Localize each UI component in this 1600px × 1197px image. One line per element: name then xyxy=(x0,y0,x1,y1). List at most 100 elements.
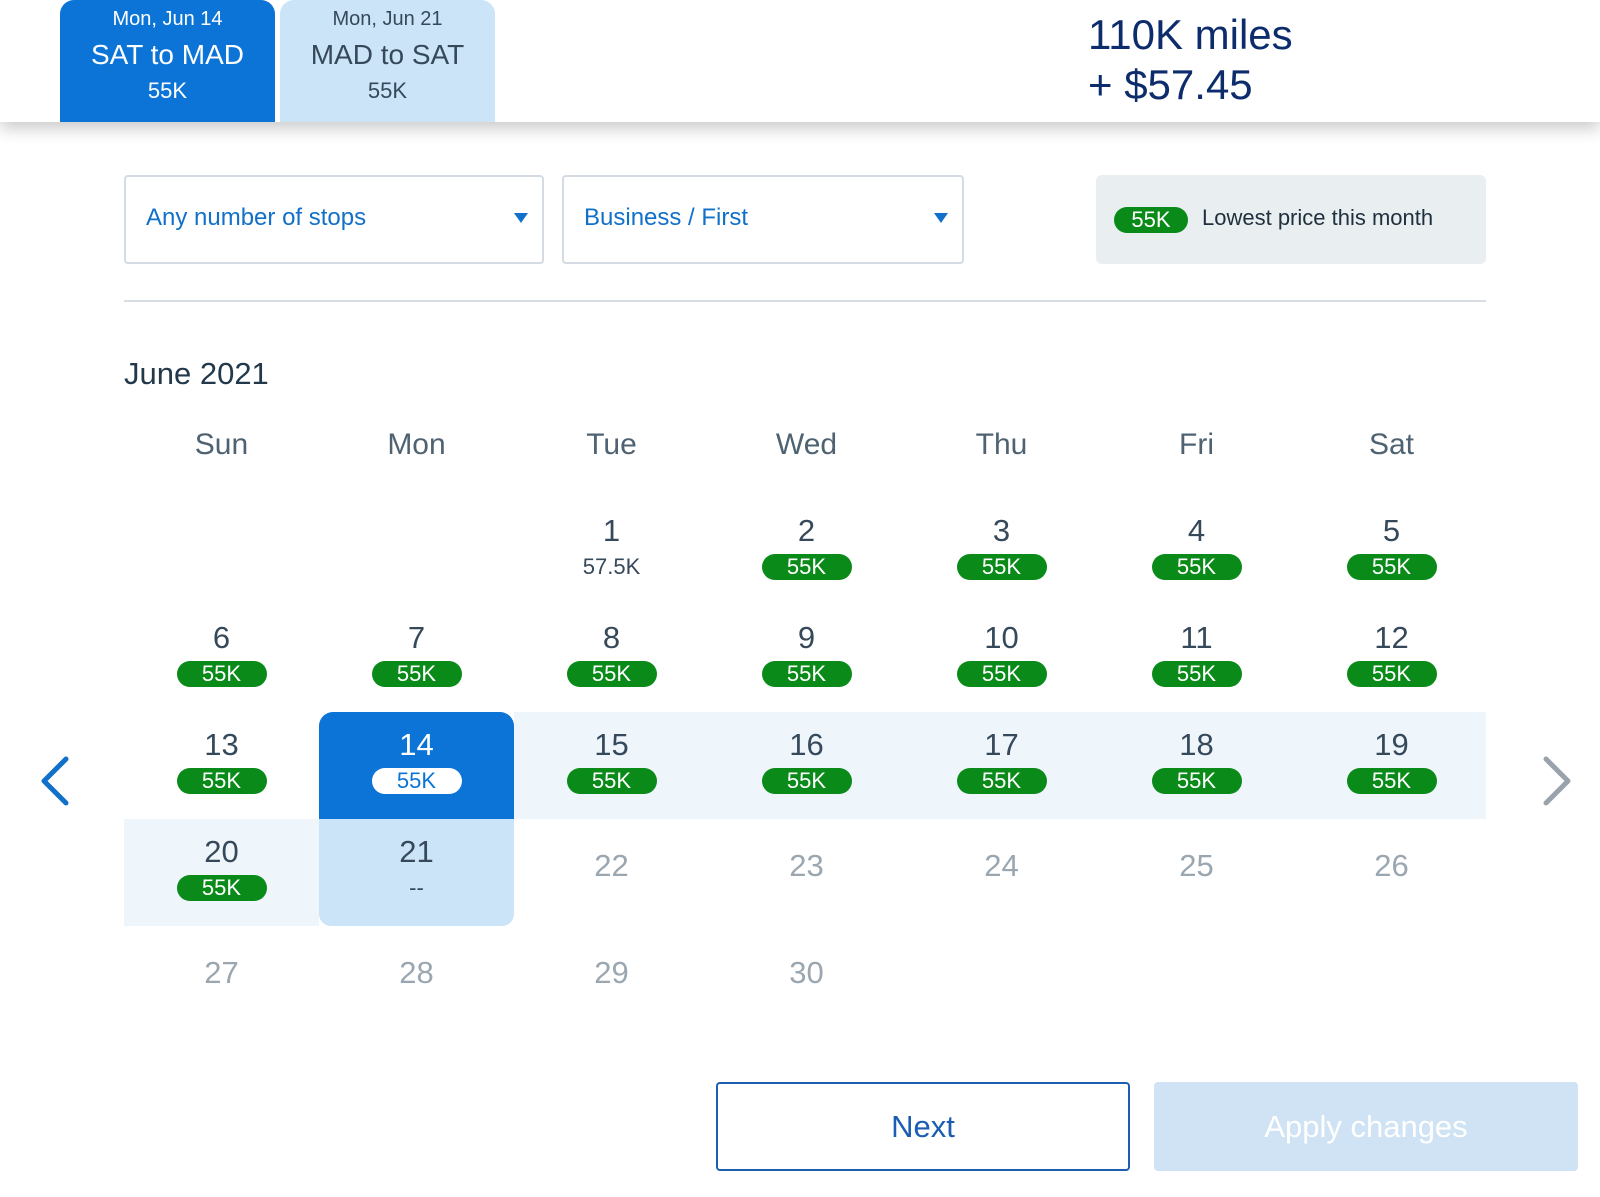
caret-down-icon xyxy=(514,213,528,223)
weekday-label: Mon xyxy=(387,428,446,461)
lowest-price-badge: 55K xyxy=(761,661,852,687)
lowest-price-badge: 55K xyxy=(566,768,657,794)
caret-down-icon xyxy=(934,213,948,223)
calendar-day[interactable]: 17 55K xyxy=(904,712,1099,819)
calendar-day-number: 27 xyxy=(204,955,239,990)
calendar-day-number: 8 xyxy=(602,620,621,655)
chevron-left-icon xyxy=(41,756,69,806)
calendar-day[interactable]: 15 55K xyxy=(514,712,709,819)
lowest-price-badge: 55K xyxy=(1346,554,1437,580)
outbound-flight-tab[interactable]: Mon, Jun 14 SAT to MAD 55K xyxy=(60,0,275,122)
calendar-day-number: 29 xyxy=(594,955,629,990)
outbound-route: SAT to MAD xyxy=(90,39,244,70)
lowest-price-badge: 55K xyxy=(1346,768,1437,794)
month-title: June 2021 xyxy=(124,356,269,391)
calendar-day-number: 30 xyxy=(789,955,824,990)
calendar-day-number: 5 xyxy=(1382,513,1401,548)
lowest-price-badge: 55K xyxy=(1151,554,1242,580)
calendar-day[interactable]: 4 55K xyxy=(1099,498,1294,605)
calendar-day-number: 12 xyxy=(1374,620,1409,655)
calendar-day-number: 6 xyxy=(212,620,231,655)
total-cash: + $57.45 xyxy=(1088,61,1253,108)
calendar-day[interactable]: 18 55K xyxy=(1099,712,1294,819)
lowest-price-badge: 55K xyxy=(1151,768,1242,794)
lowest-price-badge: 55K xyxy=(1346,661,1437,687)
calendar-day-number: 9 xyxy=(797,620,816,655)
calendar-day[interactable]: 5 55K xyxy=(1294,498,1489,605)
calendar-day[interactable]: 3 55K xyxy=(904,498,1099,605)
lowest-price-badge: 55K xyxy=(956,661,1047,687)
calendar-day: 30 xyxy=(709,926,904,1033)
calendar-day-number: 26 xyxy=(1374,848,1409,883)
lowest-price-badge: 55K xyxy=(956,554,1047,580)
calendar-day[interactable]: 13 55K xyxy=(124,712,319,819)
calendar-day-number: 19 xyxy=(1374,727,1409,762)
lowest-price-badge: 55K xyxy=(176,875,267,901)
lowest-price-badge: 55K xyxy=(371,768,462,794)
calendar-day[interactable]: 14 55K xyxy=(319,712,514,819)
weekday-label: Tue xyxy=(586,428,637,461)
weekday-label: Fri xyxy=(1179,428,1214,461)
stops-dropdown-value: Any number of stops xyxy=(146,204,367,231)
cabin-dropdown[interactable]: Business / First xyxy=(562,175,964,264)
day-price: -- xyxy=(409,875,424,900)
day-price: 57.5K xyxy=(582,554,641,579)
previous-month-button[interactable] xyxy=(38,755,74,807)
calendar-day[interactable]: 9 55K xyxy=(709,605,904,712)
calendar-day-number: 7 xyxy=(407,620,426,655)
calendar-day[interactable]: 19 55K xyxy=(1294,712,1489,819)
calendar-day-number: 3 xyxy=(992,513,1011,548)
return-miles: 55K xyxy=(367,78,408,103)
stops-dropdown[interactable]: Any number of stops xyxy=(124,175,544,264)
calendar-day[interactable]: 16 55K xyxy=(709,712,904,819)
calendar-day[interactable]: 1 57.5K xyxy=(514,498,709,605)
calendar-day-number: 4 xyxy=(1187,513,1206,548)
lowest-price-badge: 55K xyxy=(761,554,852,580)
chevron-right-icon xyxy=(1543,756,1571,806)
next-button[interactable]: Next xyxy=(716,1082,1130,1171)
weekday-label: Sat xyxy=(1368,428,1415,461)
calendar-day-number: 15 xyxy=(594,727,629,762)
cabin-dropdown-value: Business / First xyxy=(584,204,749,231)
calendar-day-number: 20 xyxy=(204,834,239,869)
selected-range-highlight xyxy=(514,712,1486,819)
return-date: Mon, Jun 21 xyxy=(332,8,443,30)
calendar-day-number: 17 xyxy=(984,727,1019,762)
legend-badge: 55K xyxy=(1114,207,1188,233)
calendar-day[interactable]: 11 55K xyxy=(1099,605,1294,712)
lowest-price-badge: 55K xyxy=(176,768,267,794)
return-flight-tab[interactable]: Mon, Jun 21 MAD to SAT 55K xyxy=(280,0,495,122)
calendar-day: 23 xyxy=(709,819,904,926)
calendar-day[interactable]: 12 55K xyxy=(1294,605,1489,712)
legend-text: Lowest price this month xyxy=(1202,205,1434,230)
calendar-day[interactable]: 10 55K xyxy=(904,605,1099,712)
calendar-day: 28 xyxy=(319,926,514,1033)
calendar-day: 25 xyxy=(1099,819,1294,926)
calendar-day-number: 22 xyxy=(594,848,629,883)
lowest-price-badge: 55K xyxy=(761,768,852,794)
calendar-day-number: 13 xyxy=(204,727,239,762)
calendar-day: 29 xyxy=(514,926,709,1033)
calendar-day-number: 18 xyxy=(1179,727,1214,762)
return-route: MAD to SAT xyxy=(310,39,465,70)
calendar-day: 27 xyxy=(124,926,319,1033)
next-month-button[interactable] xyxy=(1538,755,1574,807)
lowest-price-badge: 55K xyxy=(371,661,462,687)
calendar-day[interactable]: 2 55K xyxy=(709,498,904,605)
calendar-day-number: 2 xyxy=(797,513,816,548)
calendar-day[interactable]: 21 -- xyxy=(319,819,514,926)
selected-range-highlight xyxy=(124,819,319,926)
lowest-price-legend: 55K Lowest price this month xyxy=(1096,175,1486,264)
divider xyxy=(124,300,1486,302)
calendar-day-number: 14 xyxy=(399,727,434,762)
calendar-day[interactable]: 6 55K xyxy=(124,605,319,712)
apply-changes-button[interactable]: Apply changes xyxy=(1154,1082,1578,1171)
total-miles: 110K miles xyxy=(1088,11,1293,58)
calendar-day[interactable]: 20 55K xyxy=(124,819,319,926)
calendar-day: 24 xyxy=(904,819,1099,926)
calendar-day-number: 10 xyxy=(984,620,1019,655)
weekday-label: Wed xyxy=(775,428,838,461)
calendar-day[interactable]: 7 55K xyxy=(319,605,514,712)
lowest-price-badge: 55K xyxy=(1151,661,1242,687)
calendar-day[interactable]: 8 55K xyxy=(514,605,709,712)
